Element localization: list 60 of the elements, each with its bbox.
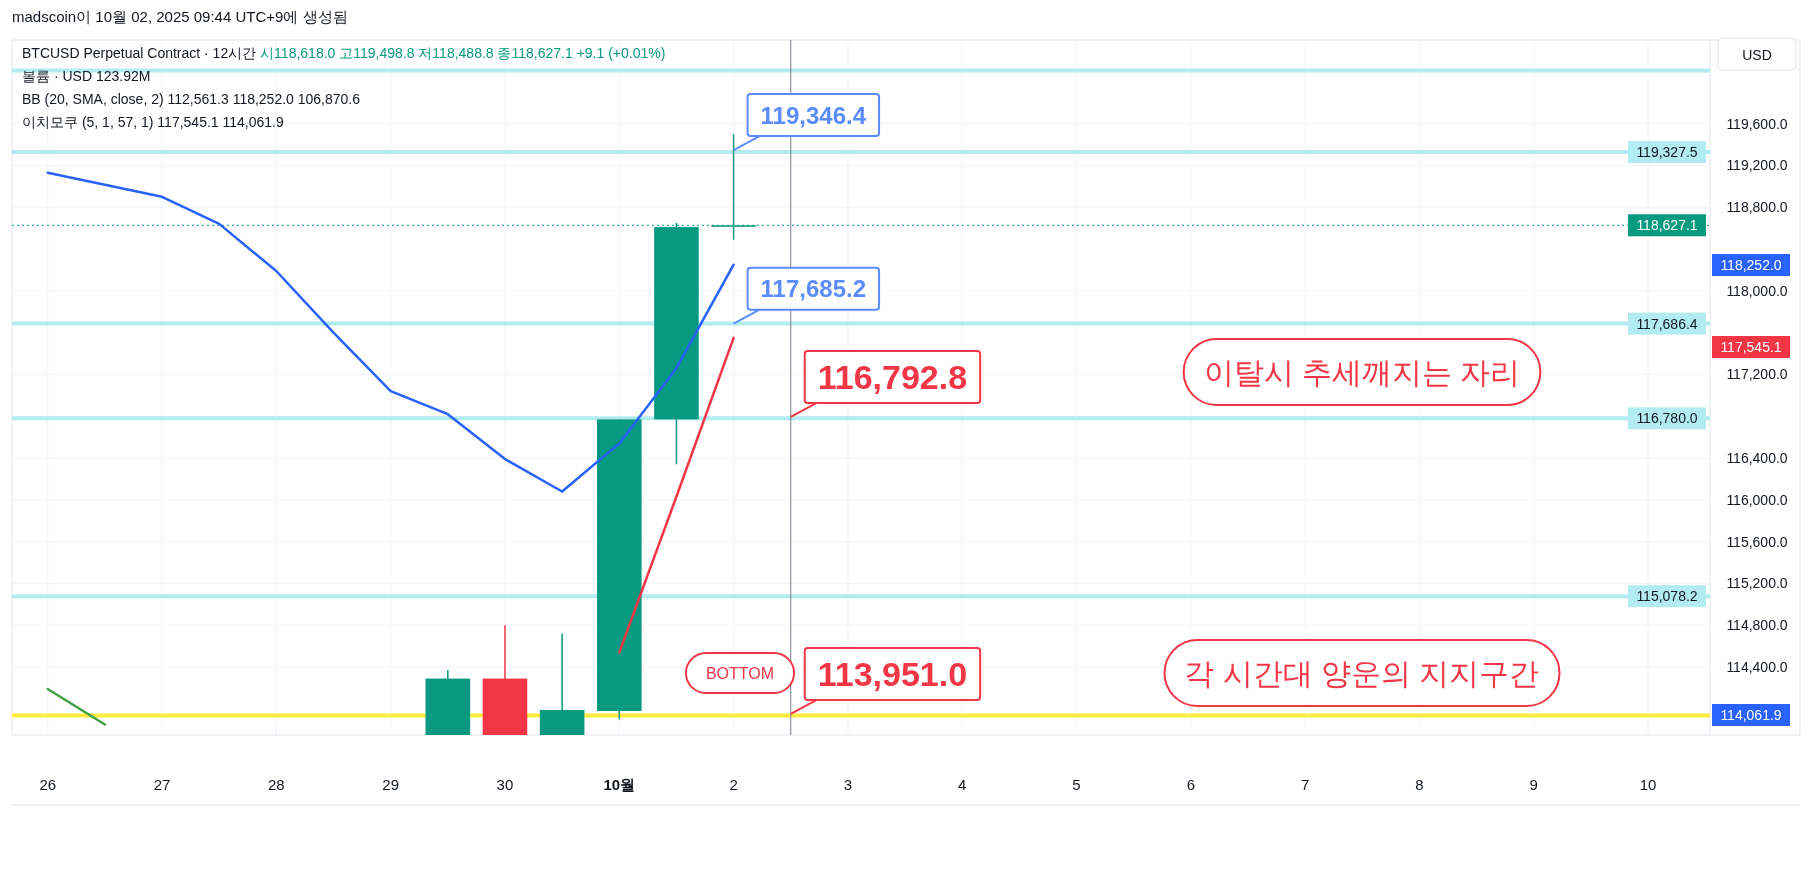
note-box: 각 시간대 양운의 지지구간	[1163, 639, 1561, 707]
note-box: 이탈시 추세깨지는 자리	[1182, 338, 1542, 406]
x-tick-label: 30	[496, 776, 514, 793]
tag: 117,686.4	[1628, 312, 1706, 335]
annotation: 113,951.0	[817, 655, 968, 694]
y-tick-label: 117,200.0	[1726, 366, 1788, 383]
annotation: 각 시간대 양운의 지지구간	[1184, 656, 1540, 690]
y-tick-label: 115,600.0	[1726, 533, 1788, 550]
x-tick-label: 8	[1415, 776, 1424, 793]
x-tick-label: 26	[39, 776, 57, 793]
annotation: BOTTOM	[705, 664, 775, 682]
ref-line-label: 119,327.5	[1636, 144, 1698, 161]
annotation: 이탈시 추세깨지는 자리	[1203, 355, 1521, 389]
x-tick-label: 6	[1186, 776, 1196, 793]
x-tick-label: 10	[1639, 776, 1657, 793]
annotation: BB (20, SMA, close, 2) 112,561.3 118,252.0 106,870.6	[22, 91, 361, 107]
y-tick-label: 114,800.0	[1726, 617, 1788, 634]
x-tick-label: 10월	[603, 776, 636, 793]
note-box: BOTTOM	[684, 652, 796, 694]
note: 116,792.8	[789, 350, 982, 418]
tag: 119,327.5	[1628, 141, 1706, 164]
chart-title: BTCUSD Perpetual Contract · 12시간	[22, 45, 261, 61]
tag: 117,545.1	[1712, 336, 1790, 358]
y-tick-label: 118,000.0	[1726, 282, 1788, 299]
chart-subtitle: 시118,618.0 고119,498.8 저118,488.8 종118,627.1 +9.1 (+0.01%)	[260, 45, 666, 61]
x-tick-label: 9	[1529, 776, 1538, 793]
ref-line-label: 115,078.2	[1636, 588, 1698, 605]
x-tick-label: 2	[729, 776, 738, 793]
x-tick-label: 3	[843, 776, 853, 793]
x-tick-label: 29	[382, 776, 399, 793]
x-tick-label: 28	[268, 776, 285, 793]
annotation: 116,792.8	[817, 358, 968, 397]
y-axis-title: USD	[1742, 47, 1772, 63]
x-tick-label: 5	[1072, 776, 1081, 793]
ref-line-label: 117,686.4	[1636, 315, 1698, 332]
x-tick-label: 7	[1300, 776, 1310, 793]
annotation: 119,346.4	[760, 101, 867, 129]
tag: 114,061.9	[1712, 704, 1790, 726]
y-tick-label: 116,400.0	[1726, 450, 1788, 467]
annotation: 117,685.2	[760, 275, 867, 303]
note: 119,346.4	[732, 93, 881, 152]
y-tick-label: 116,000.0	[1726, 491, 1788, 508]
tag: 118,252.0	[1712, 254, 1790, 276]
y-tick-label: 119,200.0	[1726, 157, 1788, 174]
tag: 116,780.0	[1628, 407, 1706, 430]
annotation: 볼륨 · USD 123.92M	[22, 68, 151, 84]
tag: 115,078.2	[1628, 585, 1706, 608]
x-tick-label: 27	[153, 776, 171, 793]
y-tick-label: 114,400.0	[1726, 659, 1788, 676]
y-tick-label: 119,600.0	[1726, 115, 1788, 132]
y-tick-label: 115,200.0	[1726, 575, 1788, 592]
note: 117,685.2	[732, 266, 881, 325]
ref-line-label: 118,627.1	[1636, 217, 1698, 234]
annotation: 이치모쿠 (5, 1, 57, 1) 117,545.1 114,061.9	[22, 114, 284, 130]
note: 113,951.0	[789, 647, 982, 715]
text: madscoin이 10월 02, 2025 09:44 UTC+9에 생성됨	[12, 8, 348, 25]
ref-line-label: 116,780.0	[1636, 410, 1698, 427]
x-tick-label: 4	[958, 776, 967, 793]
y-tick-label: 118,800.0	[1726, 199, 1788, 216]
tag: 118,627.1	[1628, 214, 1706, 237]
